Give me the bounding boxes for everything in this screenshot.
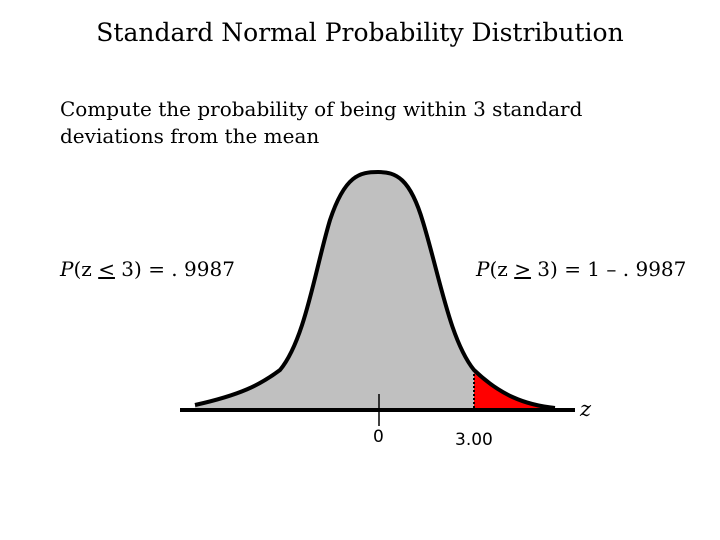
slide-title: Standard Normal Probability Distribution: [96, 18, 624, 47]
density-curve: [194, 169, 556, 410]
prob-open-paren: (: [489, 257, 498, 281]
prob-rest: 3) = 1 – . 9987: [530, 257, 687, 281]
prob-rest: 3) = . 9987: [114, 257, 235, 281]
prob-symbol: P: [476, 257, 490, 281]
right-probability-label: P(z > 3) = 1 – . 9987: [476, 257, 686, 281]
axis-variable-label: z: [580, 397, 592, 421]
prob-operator: <: [98, 257, 115, 281]
prob-symbol: P: [60, 257, 74, 281]
prob-variable: z: [497, 257, 508, 281]
area-under-curve: [195, 172, 555, 409]
prob-variable: z: [81, 257, 92, 281]
left-probability-label: P(z < 3) = . 9987: [60, 257, 235, 281]
upper-tail-area: [474, 373, 555, 409]
problem-statement: Compute the probability of being within …: [60, 97, 583, 148]
prob-operator: >: [514, 257, 531, 281]
prob-open-paren: (: [73, 257, 82, 281]
tick-label-mean: 0: [373, 427, 384, 447]
tick-label-three: 3.00: [455, 430, 493, 450]
